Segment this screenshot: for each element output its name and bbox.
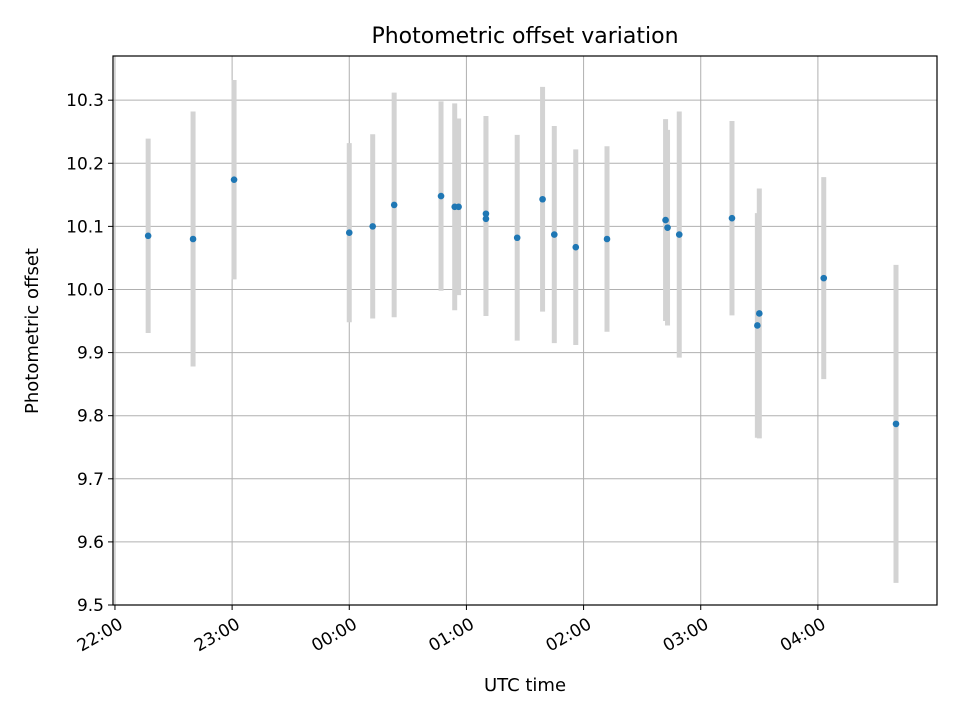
data-point — [230, 176, 238, 183]
y-tick-label: 9.9 — [77, 344, 104, 364]
chart-title: Photometric offset variation — [371, 24, 678, 49]
data-point — [144, 232, 152, 240]
data-point — [550, 231, 558, 238]
x-tick-label: 01:00 — [425, 614, 477, 656]
data-point — [482, 210, 490, 218]
data-point — [189, 235, 197, 243]
y-tick-label: 10.1 — [66, 217, 104, 237]
x-axis-label: UTC time — [484, 675, 566, 696]
x-tick-label: 02:00 — [543, 614, 595, 656]
data-point — [603, 235, 611, 243]
data-point — [369, 223, 376, 230]
data-point — [345, 229, 353, 236]
data-point — [513, 234, 521, 242]
x-tick-label: 23:00 — [191, 614, 243, 656]
data-point — [754, 322, 761, 329]
data-point — [539, 195, 546, 203]
x-tick-label: 03:00 — [660, 614, 712, 656]
y-tick-label: 9.5 — [77, 596, 104, 616]
y-tick-label: 9.6 — [77, 533, 104, 553]
y-axis-label: Photometric offset — [22, 248, 43, 414]
x-axis-ticks: 22:00 23:00 00:00 01:00 02:00 03:00 04:00 — [74, 605, 829, 656]
y-tick-label: 10.2 — [66, 154, 104, 174]
data-point — [664, 224, 671, 231]
y-tick-label: 9.8 — [77, 407, 104, 427]
data-point — [437, 192, 445, 200]
y-tick-label: 10.3 — [66, 91, 104, 111]
y-tick-label: 10.0 — [66, 280, 104, 300]
data-point — [728, 214, 736, 222]
data-point — [892, 420, 900, 428]
y-tick-label: 9.7 — [77, 470, 104, 490]
grid — [113, 56, 937, 606]
data-point — [675, 231, 683, 238]
data-point — [390, 201, 398, 209]
plot-frame — [112, 55, 938, 606]
x-tick-label: 22:00 — [74, 614, 126, 656]
error-bars — [145, 79, 899, 583]
data-point — [662, 216, 669, 224]
data-point — [756, 310, 763, 317]
data-point — [820, 274, 828, 282]
data-points — [144, 176, 900, 428]
data-point — [455, 203, 462, 211]
data-point — [482, 215, 490, 223]
x-tick-label: 04:00 — [777, 614, 829, 656]
x-tick-label: 00:00 — [308, 614, 360, 656]
data-point — [572, 243, 580, 251]
y-axis-ticks: 9.5 9.6 9.7 9.8 9.9 10.0 10.1 10.2 10.3 — [66, 91, 113, 616]
